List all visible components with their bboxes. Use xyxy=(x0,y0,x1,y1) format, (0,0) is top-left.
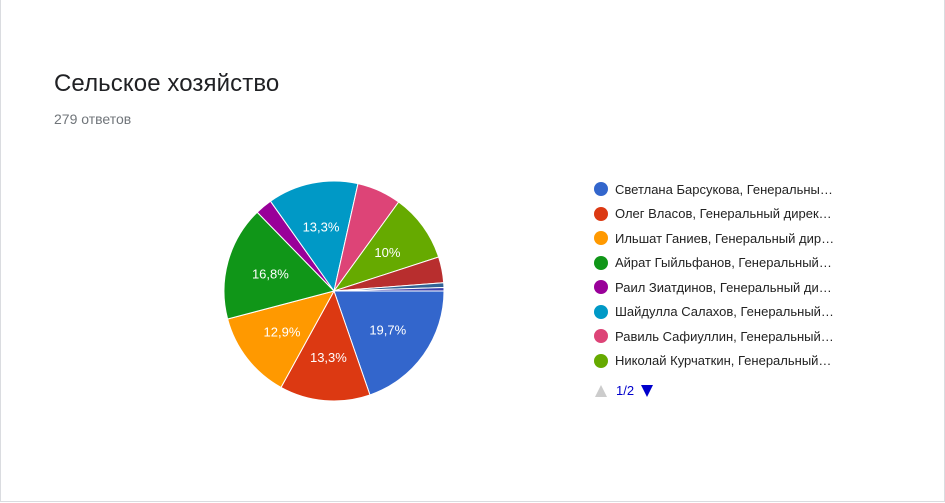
legend-swatch xyxy=(594,329,608,344)
slice-label: 13,3% xyxy=(303,219,340,234)
legend-item: Николай Курчаткин, Генеральный… xyxy=(594,349,834,374)
legend-label: Шайдулла Салахов, Генеральный… xyxy=(615,304,834,320)
legend-swatch xyxy=(594,280,608,295)
legend-next-arrow-icon[interactable] xyxy=(640,384,654,398)
legend-swatch xyxy=(594,304,608,319)
legend-item: Равиль Сафиуллин, Генеральный… xyxy=(594,324,834,349)
legend-label: Ильшат Ганиев, Генеральный дир… xyxy=(615,230,835,246)
response-count: 279 ответов xyxy=(54,111,132,127)
legend-page-indicator: 1/2 xyxy=(616,383,635,398)
slice-label: 19,7% xyxy=(369,322,406,337)
pie-slice[interactable] xyxy=(227,290,335,389)
legend-label: Николай Курчаткин, Генеральный… xyxy=(615,353,832,369)
legend-item: Айрат Гыйльфанов, Генеральный… xyxy=(594,251,834,276)
legend-item: Шайдулла Салахов, Генеральный… xyxy=(594,300,834,325)
chart-legend: Светлана Барсукова, Генеральны… Олег Влас… xyxy=(594,177,834,373)
pie-slice[interactable] xyxy=(333,290,445,396)
chart-title: Сельское хозяйство xyxy=(54,70,280,97)
legend-label: Раил Зиатдинов, Генеральный ди… xyxy=(615,279,832,295)
legend-pager: 1/2 xyxy=(594,383,654,398)
legend-item: Ильшат Ганиев, Генеральный дир… xyxy=(594,226,834,251)
legend-swatch xyxy=(594,206,608,221)
legend-item: Раил Зиатдинов, Генеральный ди… xyxy=(594,275,834,300)
legend-swatch xyxy=(594,231,608,246)
pie-slice[interactable] xyxy=(333,287,445,292)
legend-label: Олег Власов, Генеральный дирек… xyxy=(615,206,832,222)
legend-label: Светлана Барсукова, Генеральны… xyxy=(615,181,833,197)
legend-swatch xyxy=(594,353,608,368)
legend-label: Айрат Гыйльфанов, Генеральный… xyxy=(615,255,832,271)
slice-label: 10% xyxy=(374,245,400,260)
legend-item: Светлана Барсукова, Генеральны… xyxy=(594,177,834,202)
pie-chart: 19,7% 13,3% 12,9% 16,8% 13,3% 10% xyxy=(223,180,445,402)
slice-label: 13,3% xyxy=(310,350,347,365)
legend-label: Равиль Сафиуллин, Генеральный… xyxy=(615,328,834,344)
pie-slice[interactable] xyxy=(223,211,335,320)
legend-swatch xyxy=(594,255,608,270)
legend-item: Олег Власов, Генеральный дирек… xyxy=(594,202,834,227)
slice-label: 16,8% xyxy=(252,266,289,281)
pie-slice[interactable] xyxy=(269,180,359,293)
legend-prev-arrow-icon[interactable] xyxy=(594,384,608,398)
slice-label: 12,9% xyxy=(264,325,301,340)
pie-slice[interactable] xyxy=(280,289,371,402)
legend-swatch xyxy=(594,182,608,197)
